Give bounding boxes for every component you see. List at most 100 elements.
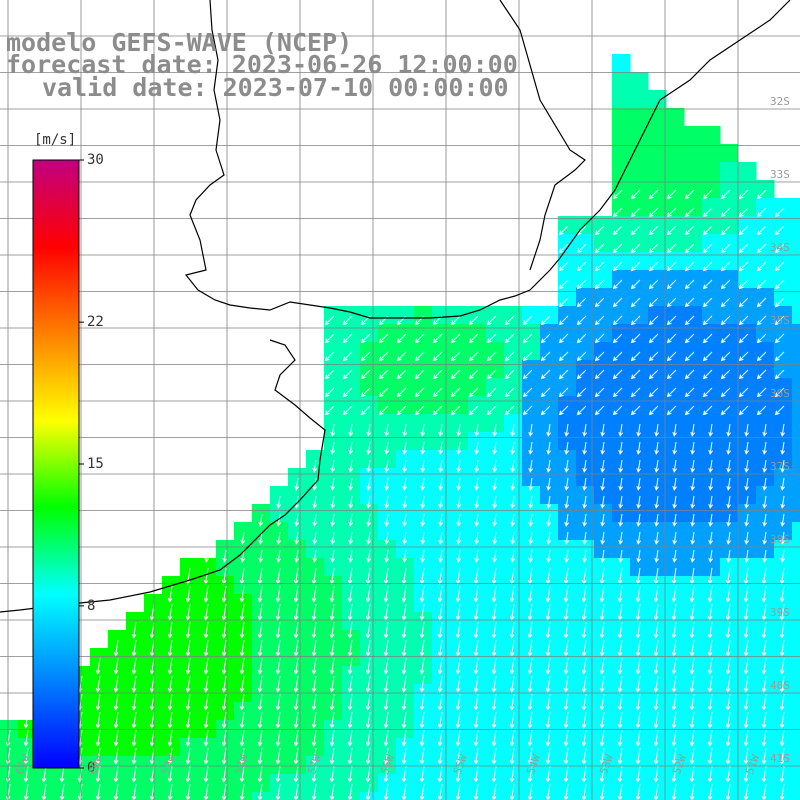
wind-arrow	[725, 765, 731, 783]
wind-arrow	[401, 675, 407, 693]
field-cell	[288, 702, 307, 721]
wind-arrow	[293, 729, 299, 747]
wind-arrow	[689, 747, 695, 765]
field-cell	[720, 756, 739, 775]
field-cell	[612, 90, 631, 109]
field-cell	[576, 270, 595, 289]
wind-arrow	[450, 351, 461, 362]
field-cell	[702, 504, 721, 523]
wind-arrow	[780, 441, 785, 455]
field-cell	[666, 612, 685, 631]
wind-arrow	[438, 423, 443, 437]
field-cell	[450, 342, 469, 361]
wind-arrow	[23, 711, 29, 729]
field-cell	[630, 288, 649, 307]
field-cell	[378, 756, 397, 775]
field-cell	[306, 630, 325, 649]
field-cell	[738, 468, 757, 487]
field-cell	[774, 270, 793, 289]
field-cell	[234, 594, 253, 613]
wind-arrow	[456, 441, 461, 455]
wind-arrow	[360, 351, 371, 362]
field-cell	[774, 324, 793, 343]
wind-arrow	[455, 729, 461, 747]
wind-arrow	[528, 549, 533, 563]
field-cell	[576, 486, 595, 505]
field-cell	[180, 558, 199, 577]
wind-arrow	[402, 477, 407, 491]
field-cell	[648, 648, 667, 667]
wind-arrow	[437, 621, 443, 639]
wind-arrow	[545, 765, 551, 783]
field-cell	[414, 666, 433, 685]
wind-arrow	[648, 369, 659, 380]
wind-arrow	[630, 369, 641, 380]
wind-arrow	[761, 675, 767, 693]
field-cell	[666, 450, 685, 469]
wind-arrow	[690, 513, 695, 527]
wind-arrow	[527, 729, 533, 747]
wind-arrow	[762, 441, 767, 455]
field-cell	[612, 72, 631, 91]
wind-arrow	[720, 405, 731, 416]
wind-arrow	[131, 621, 137, 639]
wind-arrow	[720, 189, 731, 200]
wind-arrow	[473, 729, 479, 747]
wind-arrow	[275, 675, 281, 693]
wind-arrow	[684, 369, 695, 380]
field-cell	[414, 612, 433, 631]
field-cell	[648, 144, 667, 163]
field-cell	[198, 702, 217, 721]
wind-arrow	[275, 711, 281, 729]
field-cell	[648, 270, 667, 289]
field-cell	[540, 630, 559, 649]
field-cell	[450, 306, 469, 325]
field-cell	[756, 576, 775, 595]
field-cell	[774, 288, 793, 307]
wind-arrow	[654, 549, 659, 563]
wind-arrow	[672, 531, 677, 545]
field-cell	[378, 522, 397, 541]
wind-arrow	[617, 585, 623, 603]
field-cell	[792, 450, 800, 469]
field-cell	[378, 774, 397, 793]
wind-arrow	[726, 549, 731, 563]
field-cell	[450, 486, 469, 505]
field-cell	[486, 756, 505, 775]
field-cell	[792, 270, 800, 289]
field-cell	[414, 702, 433, 721]
field-cell	[216, 756, 235, 775]
wind-arrow	[420, 441, 425, 455]
wind-arrow	[779, 621, 785, 639]
field-cell	[684, 666, 703, 685]
estuary-coast	[499, 0, 586, 271]
wind-arrow	[563, 765, 569, 783]
field-cell	[792, 234, 800, 253]
field-cell	[288, 774, 307, 793]
field-cell	[504, 630, 523, 649]
wind-arrow	[348, 513, 353, 527]
wind-arrow	[257, 675, 263, 693]
field-cell	[720, 378, 739, 397]
field-cell	[504, 540, 523, 559]
field-cell	[486, 738, 505, 757]
field-cell	[522, 774, 541, 793]
field-cell	[468, 648, 487, 667]
field-cell	[288, 738, 307, 757]
wind-arrow	[23, 765, 29, 783]
wind-arrow	[95, 747, 101, 765]
field-cell	[360, 414, 379, 433]
field-cell	[108, 630, 127, 649]
wind-arrow	[774, 225, 785, 236]
wind-arrow	[275, 585, 281, 603]
wind-arrow	[684, 189, 695, 200]
wind-arrow	[401, 729, 407, 747]
field-cell	[234, 522, 253, 541]
field-cell	[630, 72, 649, 91]
wind-arrow	[689, 729, 695, 747]
wind-arrow	[725, 675, 731, 693]
wind-arrow	[545, 711, 551, 729]
wind-arrow	[576, 261, 587, 272]
field-cell	[216, 630, 235, 649]
field-cell	[720, 198, 739, 217]
